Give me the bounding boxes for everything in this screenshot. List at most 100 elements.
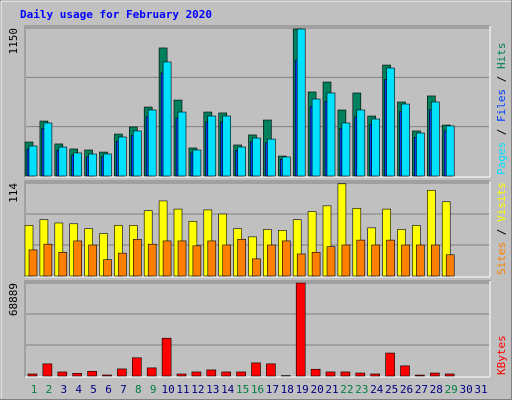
x-tick-label: 26 — [400, 383, 413, 396]
bar — [132, 357, 142, 377]
bar — [146, 367, 157, 377]
bar — [133, 130, 142, 177]
bar — [252, 137, 261, 177]
x-tick-label: 9 — [150, 383, 157, 396]
x-tick-label: 18 — [281, 383, 294, 396]
bar — [340, 371, 351, 377]
bar — [43, 243, 53, 277]
bar — [237, 146, 246, 177]
bar — [356, 109, 366, 177]
y-tick-label: 1150 — [7, 28, 20, 55]
legend-entry: Sites — [495, 242, 508, 275]
x-tick-label: 29 — [445, 383, 458, 396]
legend-entry: Files — [495, 89, 508, 122]
x-tick-label: 22 — [340, 383, 353, 396]
bar — [27, 373, 38, 377]
x-tick-label: 23 — [355, 383, 368, 396]
bar — [236, 371, 246, 377]
bar — [341, 244, 351, 277]
x-tick-label: 8 — [135, 383, 142, 396]
x-tick-label: 14 — [221, 383, 235, 396]
bar — [444, 373, 455, 377]
bar — [42, 363, 53, 377]
y-tick-label: 114 — [7, 183, 20, 203]
bar — [445, 125, 455, 177]
x-tick-label: 31 — [474, 383, 487, 396]
plot-area — [24, 280, 491, 378]
bar — [356, 239, 366, 277]
bar — [118, 136, 127, 177]
bar — [386, 67, 395, 177]
bar — [400, 365, 410, 377]
bar — [102, 374, 112, 377]
bar — [57, 371, 68, 377]
bar — [222, 244, 231, 277]
bar — [207, 240, 217, 277]
bar — [206, 369, 217, 377]
bar — [281, 156, 291, 177]
x-tick-label: 27 — [415, 383, 428, 396]
legend-entry: Pages — [495, 142, 508, 175]
bar — [103, 153, 112, 177]
bar — [267, 138, 276, 177]
bar — [73, 152, 82, 177]
legend: KBytes — [495, 335, 508, 375]
bar — [296, 28, 306, 177]
legend: Sites / Visits — [495, 182, 508, 275]
bar — [326, 92, 336, 177]
bar — [222, 115, 231, 177]
bar — [162, 240, 172, 277]
chart-title: Daily usage for February 2020 — [20, 8, 212, 21]
bar — [371, 118, 381, 177]
bar — [73, 240, 82, 277]
bar — [311, 252, 321, 277]
bar — [161, 337, 172, 377]
bar — [177, 111, 187, 177]
bar — [341, 122, 351, 177]
x-tick-label: 16 — [251, 383, 264, 396]
bar — [28, 249, 38, 277]
legend-entry: Hits — [495, 43, 508, 70]
bar — [416, 244, 425, 277]
bar — [267, 244, 276, 277]
legend-entry: KBytes — [495, 335, 508, 375]
x-tick-label: 7 — [120, 383, 127, 396]
bar — [118, 252, 127, 277]
bar — [326, 246, 336, 277]
x-tick-label: 25 — [385, 383, 398, 396]
x-tick-label: 15 — [236, 383, 249, 396]
bar — [177, 240, 187, 277]
x-tick-label: 5 — [90, 383, 97, 396]
bar — [252, 258, 261, 277]
bar — [88, 244, 97, 277]
x-tick-label: 28 — [430, 383, 443, 396]
x-tick-label: 19 — [296, 383, 309, 396]
x-tick-label: 4 — [75, 383, 82, 396]
x-tick-label: 12 — [191, 383, 204, 396]
legend-separator: / — [495, 222, 508, 242]
bar — [310, 368, 321, 377]
bar — [251, 362, 261, 377]
x-tick-label: 6 — [105, 383, 112, 396]
bar — [401, 244, 410, 277]
bar — [355, 372, 366, 377]
x-tick-label: 21 — [325, 383, 338, 396]
bar — [430, 101, 440, 177]
bar — [43, 122, 53, 177]
bar — [28, 145, 38, 177]
bar — [430, 244, 440, 277]
legend-separator: / — [495, 69, 508, 89]
x-tick-label: 10 — [161, 383, 174, 396]
x-tick-label: 30 — [459, 383, 472, 396]
bar — [296, 253, 306, 277]
bar — [370, 373, 381, 377]
x-tick-label: 17 — [266, 383, 279, 396]
bar — [295, 282, 306, 377]
x-tick-label: 2 — [46, 383, 53, 396]
bar — [311, 98, 321, 177]
bar — [325, 371, 336, 377]
x-tick-label: 24 — [370, 383, 384, 396]
bar — [371, 244, 381, 277]
bar — [133, 238, 142, 277]
